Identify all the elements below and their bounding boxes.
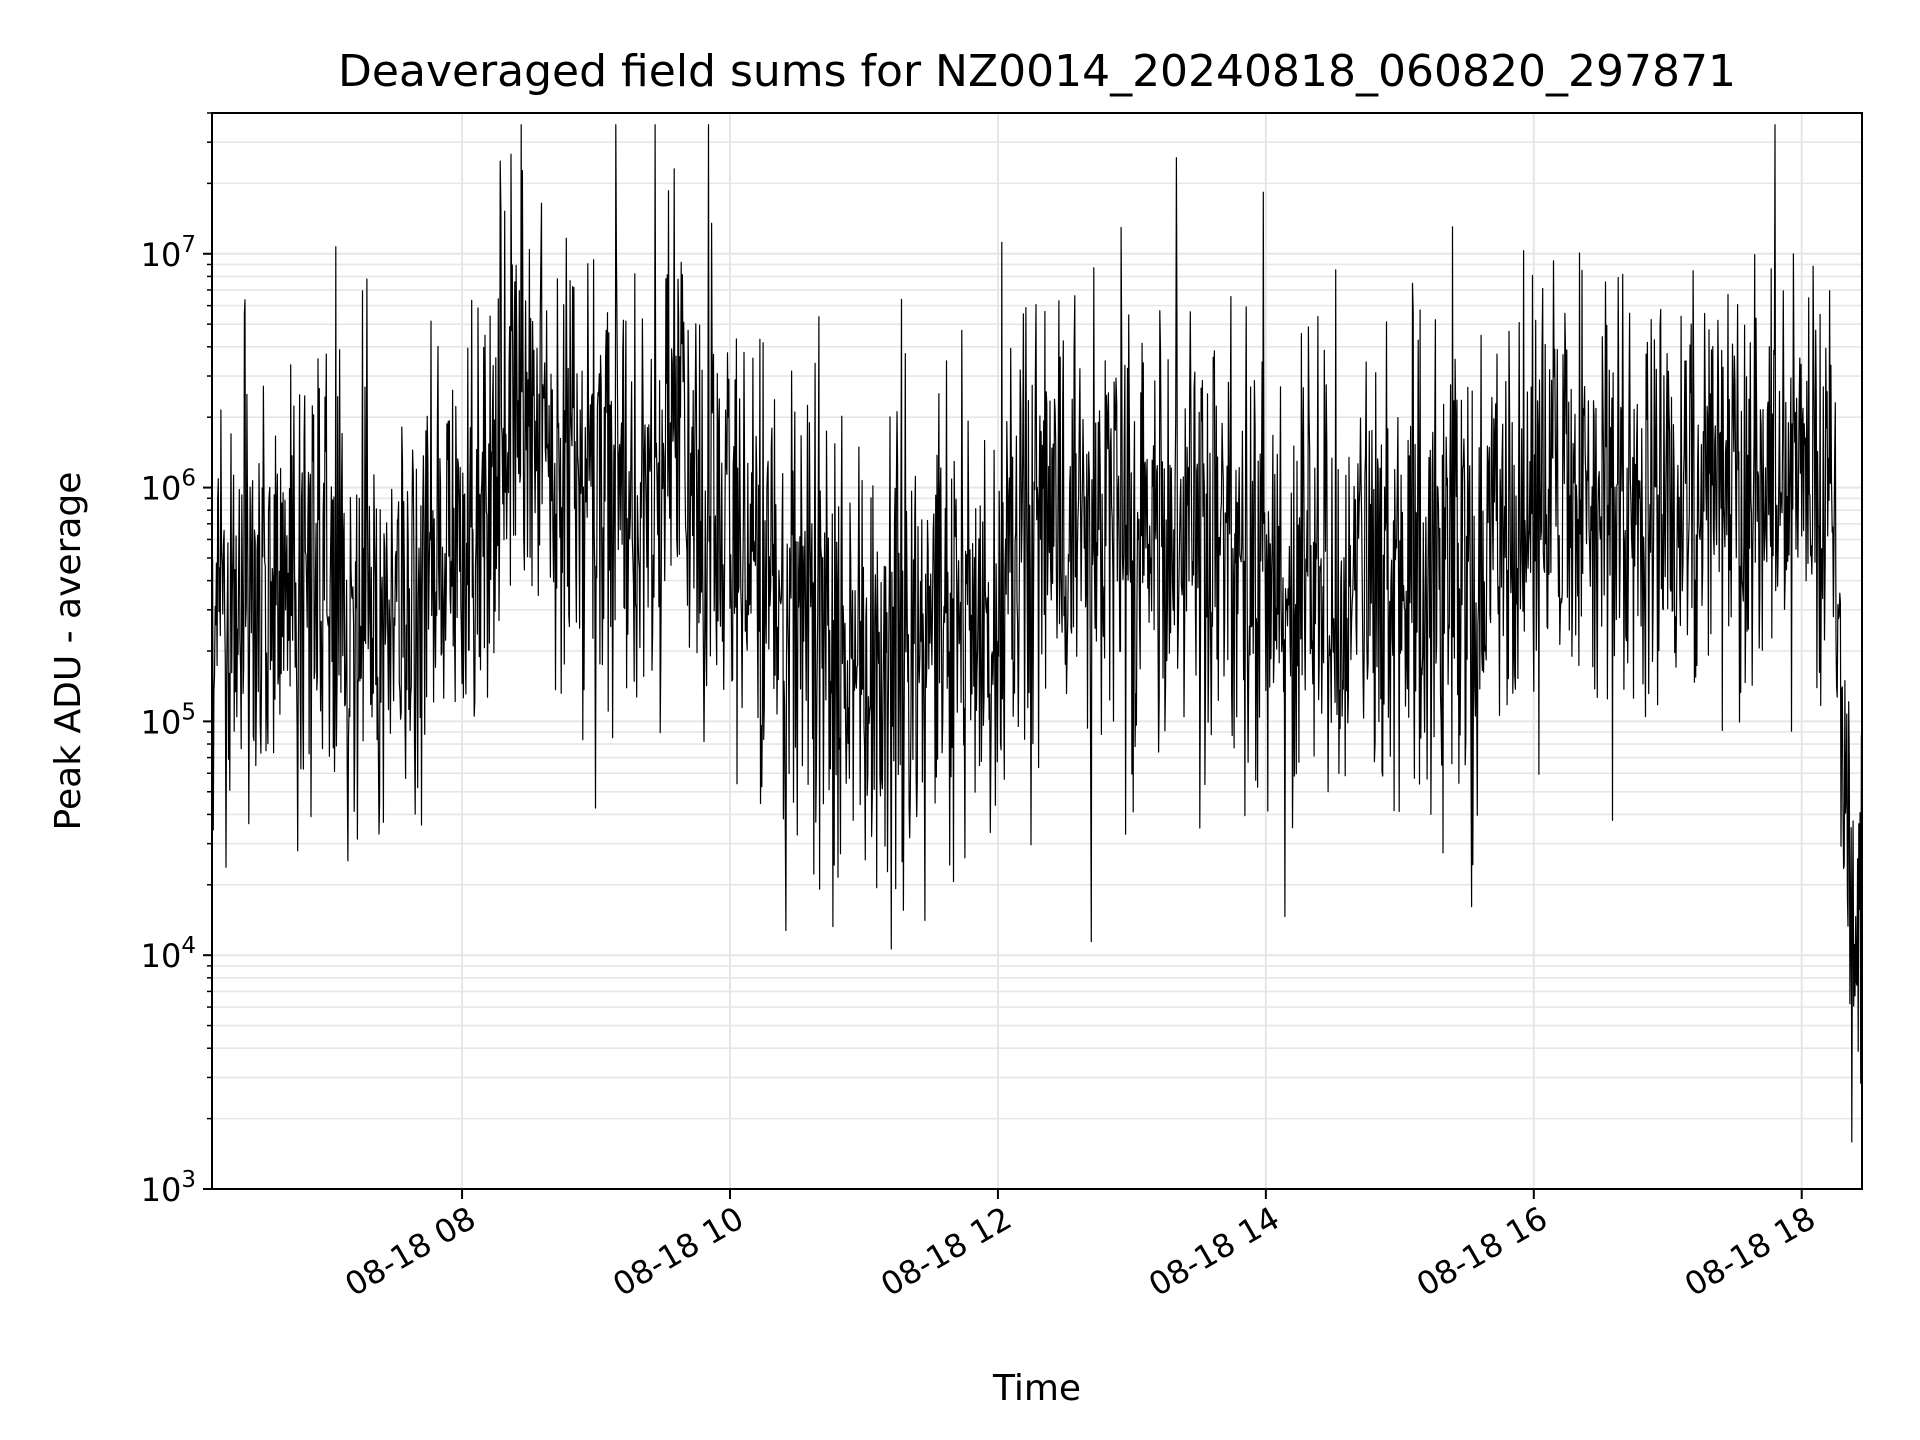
y-axis-label: Peak ADU - average — [48, 472, 89, 831]
y-tick-label: 105 — [141, 699, 196, 741]
data-line-group — [211, 124, 1863, 1143]
y-tick-label: 104 — [141, 933, 196, 975]
y-tick-label: 103 — [141, 1167, 196, 1209]
y-tick-label: 107 — [141, 232, 196, 274]
grid-lines — [212, 112, 1862, 1190]
data-series-line — [211, 124, 1863, 1143]
chart-title: Deaveraged field sums for NZ0014_2024081… — [338, 46, 1736, 97]
x-axis-label: Time — [992, 1368, 1081, 1409]
y-axis-ticks: 103 104 105 106 107 — [141, 112, 212, 1209]
y-tick-label: 106 — [141, 466, 196, 508]
